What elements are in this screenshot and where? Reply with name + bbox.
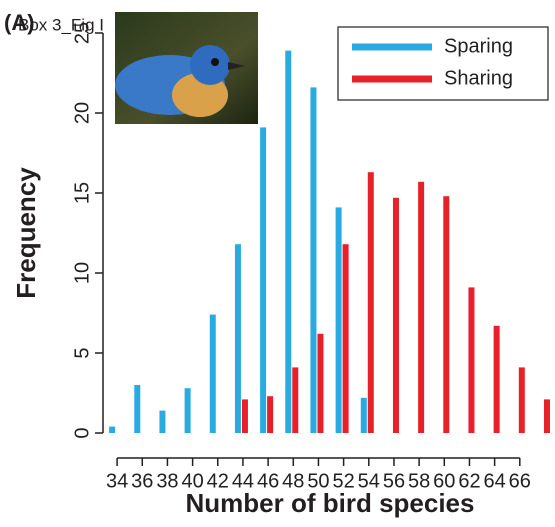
bar <box>185 388 191 433</box>
y-tick-label: 10 <box>71 262 93 284</box>
y-tick-label: 15 <box>71 182 93 204</box>
bar <box>418 182 424 433</box>
x-tick-label: 62 <box>458 470 480 492</box>
legend-label: Sharing <box>444 67 513 89</box>
y-tick-label: 5 <box>71 347 93 358</box>
y-tick-label: 0 <box>71 427 93 438</box>
x-tick-label: 48 <box>282 470 304 492</box>
bar <box>443 196 449 433</box>
bar <box>368 172 374 433</box>
x-tick-label: 66 <box>509 470 531 492</box>
bar <box>468 287 474 433</box>
x-tick-label: 64 <box>484 470 506 492</box>
x-tick-label: 42 <box>207 470 229 492</box>
x-tick-label: 52 <box>332 470 354 492</box>
x-axis-label: Number of bird species <box>186 488 475 518</box>
bar <box>361 398 367 433</box>
bar <box>336 207 342 433</box>
x-tick-label: 58 <box>408 470 430 492</box>
bar <box>519 367 525 433</box>
x-tick-label: 54 <box>358 470 380 492</box>
bar <box>494 326 500 433</box>
y-tick-label: 20 <box>71 102 93 124</box>
x-tick-label: 38 <box>156 470 178 492</box>
bar <box>310 87 316 433</box>
bar <box>242 399 248 433</box>
x-tick-label: 56 <box>383 470 405 492</box>
x-tick-label: 40 <box>181 470 203 492</box>
bar <box>317 334 323 433</box>
bar <box>285 51 291 433</box>
y-axis-label: Frequency <box>11 167 41 299</box>
bar <box>210 315 216 433</box>
y-tick-label: 25 <box>71 22 93 44</box>
x-tick-label: 46 <box>257 470 279 492</box>
legend-label: Sparing <box>444 35 513 57</box>
x-tick-label: 60 <box>433 470 455 492</box>
x-tick-label: 34 <box>106 470 128 492</box>
x-tick-label: 36 <box>131 470 153 492</box>
bar <box>235 244 241 433</box>
x-tick-label: 44 <box>232 470 254 492</box>
bar <box>343 244 349 433</box>
legend-box <box>338 27 548 100</box>
bar <box>292 367 298 433</box>
bar <box>109 427 115 433</box>
chart: (A) Box 3_Fig I Number of bird species F… <box>0 0 555 527</box>
x-tick-label: 50 <box>307 470 329 492</box>
bar <box>544 399 550 433</box>
bar <box>267 396 273 433</box>
bird-photo <box>115 12 258 124</box>
bar <box>260 127 266 433</box>
bar <box>159 411 165 433</box>
bar <box>134 385 140 433</box>
bar <box>393 198 399 433</box>
